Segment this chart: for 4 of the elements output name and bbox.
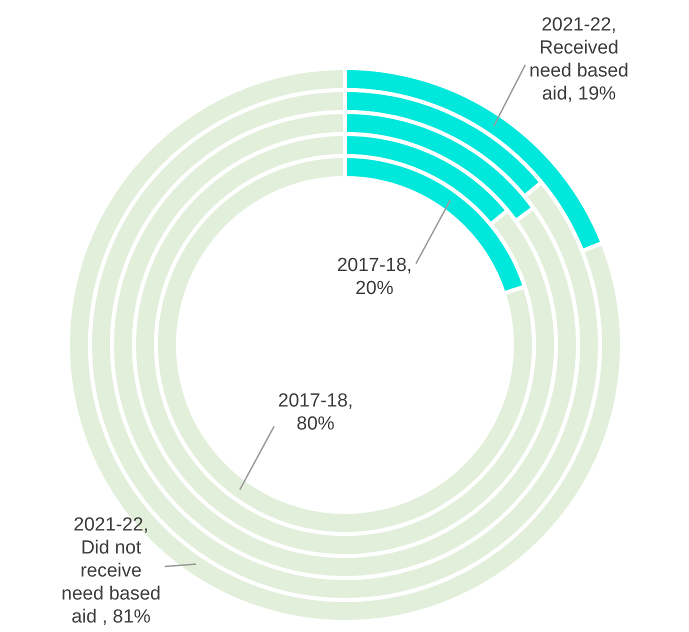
data-label: 2021-22, Received need based aid, 19% (529, 14, 629, 105)
data-label: 2021-22, Did not receive need based aid , 81% (61, 514, 161, 628)
data-label: 2017-18, 80% (278, 390, 354, 434)
data-label: 2017-18, 20% (336, 255, 412, 300)
